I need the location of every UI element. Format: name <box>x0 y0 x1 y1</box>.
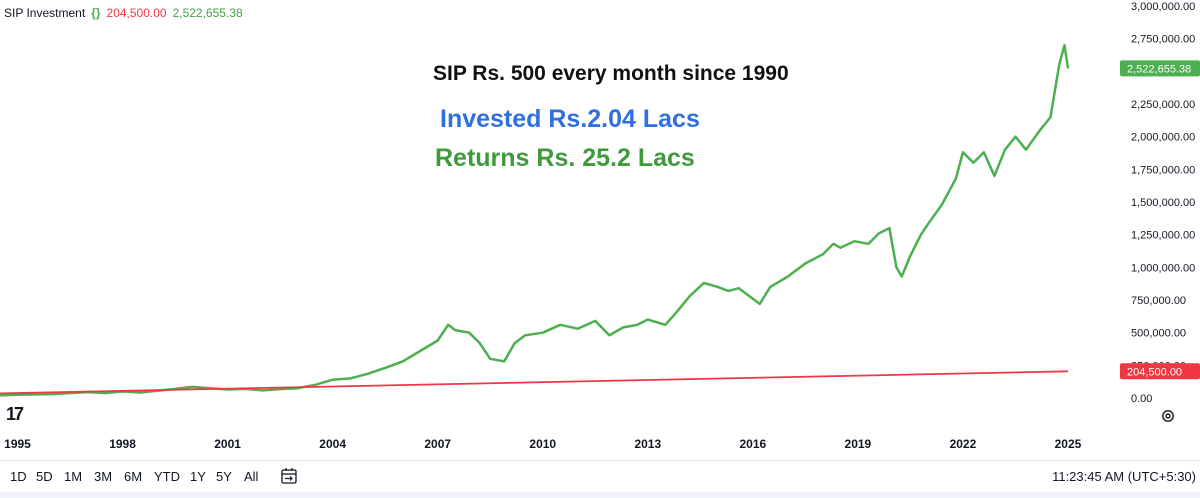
y-tick-label: 2,000,000.00 <box>1131 132 1195 144</box>
x-tick-label: 2007 <box>424 437 451 451</box>
x-axis: 1995 1998 2001 2004 2007 2010 2013 2016 2019 2022… <box>4 437 1081 451</box>
range-all[interactable]: All <box>244 469 259 484</box>
annotation-returns: Returns Rs. 25.2 Lacs <box>435 144 695 172</box>
legend: SIP Investment {} 204,500.00 2,522,655.3… <box>4 6 243 20</box>
annotation-title: SIP Rs. 500 every month since 1990 <box>433 62 789 85</box>
y-tick-label: 1,000,000.00 <box>1131 262 1195 274</box>
x-tick-label: 2001 <box>214 437 241 451</box>
tradingview-logo[interactable]: 17 <box>6 404 24 424</box>
range-5y[interactable]: 5Y <box>216 469 232 484</box>
y-tick-label: 3,000,000.00 <box>1131 1 1195 13</box>
series-layer <box>0 43 1070 397</box>
value-label-text: 2,522,655.38 <box>1127 63 1191 75</box>
returns-line <box>0 43 1070 397</box>
x-tick-label: 1995 <box>4 437 31 451</box>
x-tick-label: 2025 <box>1055 437 1082 451</box>
range-1d[interactable]: 1D <box>10 469 27 484</box>
annotation-invested: Invested Rs.2.04 Lacs <box>440 105 700 133</box>
y-tick-label: 500,000.00 <box>1131 328 1186 340</box>
range-ytd[interactable]: YTD <box>154 469 180 484</box>
legend-current-value: 2,522,655.38 <box>172 6 243 20</box>
last-value-labels: 2,522,655.38 204,500.00 <box>1120 60 1200 380</box>
range-6m[interactable]: 6M <box>124 469 143 484</box>
y-tick-label: 2,750,000.00 <box>1131 34 1195 46</box>
bottom-strip <box>0 492 1200 498</box>
x-tick-label: 2004 <box>319 437 346 451</box>
y-tick-label: 1,500,000.00 <box>1131 197 1195 209</box>
value-label-bg <box>1120 60 1200 77</box>
y-tick-label: 1,750,000.00 <box>1131 164 1195 176</box>
clock[interactable]: 11:23:45 AM (UTC+5:30) <box>1052 469 1196 484</box>
y-axis: 0.00250,000.00500,000.00750,000.001,000,… <box>1131 1 1195 405</box>
x-tick-label: 2010 <box>529 437 556 451</box>
legend-invested-value: 204,500.00 <box>106 6 167 20</box>
x-tick-label: 2013 <box>634 437 661 451</box>
gear-icon[interactable] <box>1160 408 1176 424</box>
legend-series-name[interactable]: SIP Investment <box>4 6 86 20</box>
x-tick-label: 2016 <box>739 437 766 451</box>
y-tick-label: 0.00 <box>1131 393 1152 405</box>
value-label-text: 204,500.00 <box>1127 366 1182 378</box>
range-5d[interactable]: 5D <box>36 469 53 484</box>
curly-braces-icon[interactable]: {} <box>91 6 101 20</box>
y-tick-label: 750,000.00 <box>1131 295 1186 307</box>
y-tick-label: 1,250,000.00 <box>1131 230 1195 242</box>
invested-value-label: 204,500.00 <box>1120 363 1200 380</box>
current-value-label: 2,522,655.38 <box>1120 60 1200 77</box>
y-tick-label: 2,250,000.00 <box>1131 99 1195 111</box>
calendar-range-icon[interactable] <box>280 467 298 485</box>
x-tick-label: 1998 <box>109 437 136 451</box>
x-tick-label: 2019 <box>845 437 872 451</box>
range-1y[interactable]: 1Y <box>190 469 206 484</box>
bottom-toolbar: 1D 5D 1M 3M 6M YTD 1Y 5Y All 11:23:45 AM… <box>0 460 1200 493</box>
x-tick-label: 2022 <box>950 437 977 451</box>
range-3m[interactable]: 3M <box>94 469 113 484</box>
invested-line <box>0 370 1069 395</box>
range-1m[interactable]: 1M <box>64 469 83 484</box>
price-chart[interactable]: 1995 1998 2001 2004 2007 2010 2013 2016 2019 2022… <box>0 0 1200 460</box>
value-label-bg <box>1120 363 1200 380</box>
